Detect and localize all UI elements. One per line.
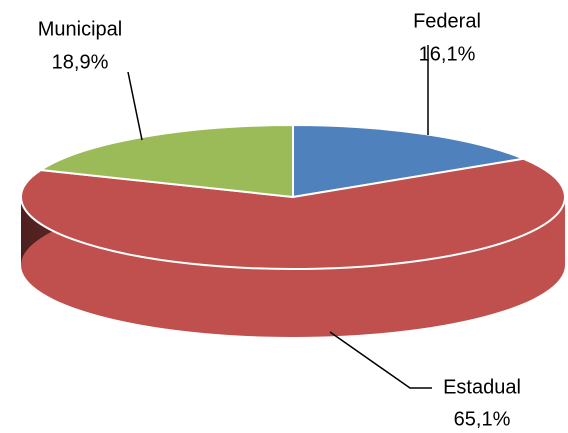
slice-side [21,197,565,337]
slice-label: Estadual [443,376,521,398]
slice [20,157,566,270]
leader-line [329,331,432,389]
slice [292,123,527,199]
slice-label: Municipal [38,18,122,40]
slice-label: Federal [413,10,481,32]
slice-value-label: 18,9% [52,51,109,73]
slice-value-label: 65,1% [454,408,511,430]
leader-line [127,71,143,141]
pie [20,123,566,337]
slice-value-label: 16,1% [419,43,476,65]
